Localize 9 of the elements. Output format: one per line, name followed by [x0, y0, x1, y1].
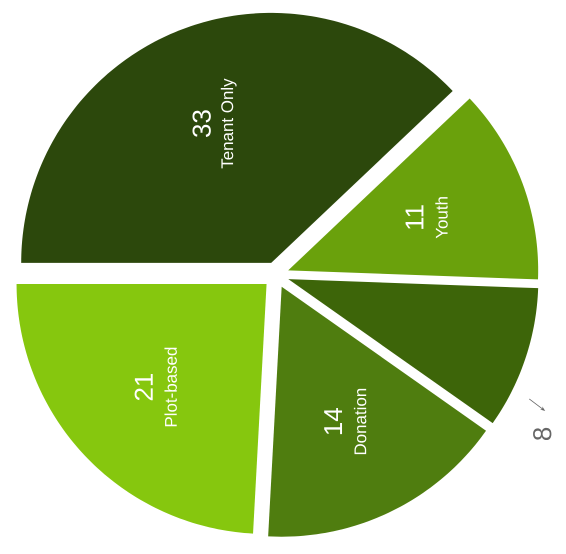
data-label: 8: [533, 428, 552, 440]
data-label: 33: [192, 110, 211, 137]
slice-label: Plot-based: [164, 348, 177, 426]
slice-label: Tenant Only: [220, 78, 237, 168]
data-label: 11: [406, 205, 424, 229]
slice-label: Donation: [354, 388, 366, 454]
slice-label: Youth: [435, 197, 448, 238]
data-label: 21: [134, 374, 153, 400]
data-label: 14: [324, 408, 342, 434]
